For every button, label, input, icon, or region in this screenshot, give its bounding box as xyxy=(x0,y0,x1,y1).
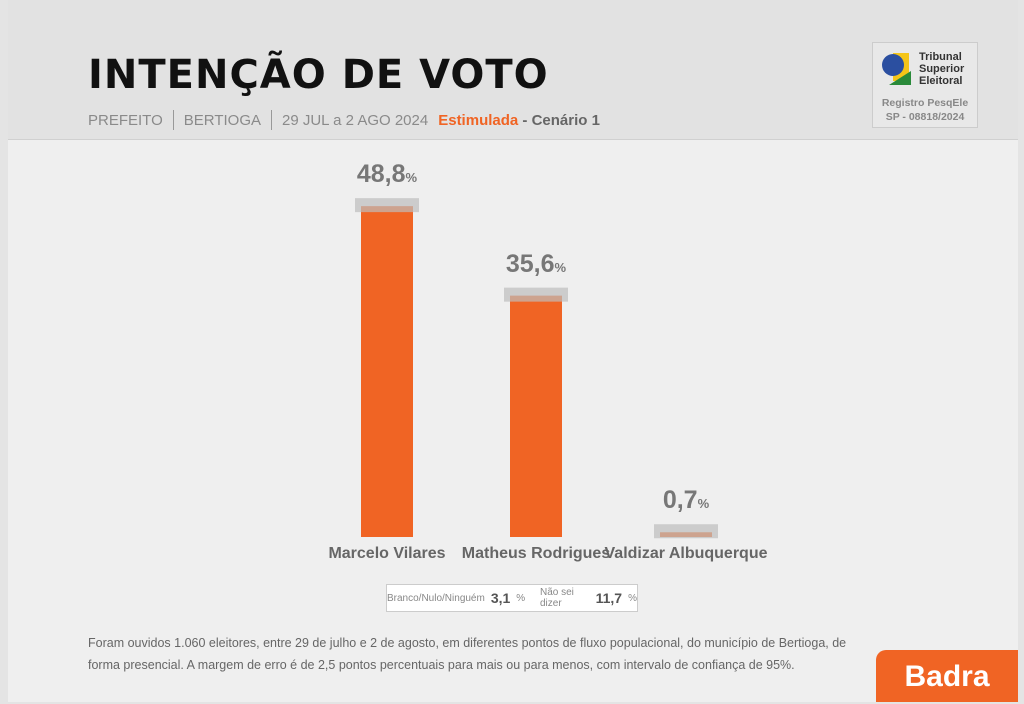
category-label: Valdizar Albuquerque xyxy=(604,545,768,562)
tse-registration: Tribunal Superior Eleitoral Registro PesqE… xyxy=(872,42,978,128)
city: BERTIOGA xyxy=(183,111,261,129)
page-title: INTENÇÃO DE VOTO xyxy=(88,52,549,98)
header: INTENÇÃO DE VOTO PREFEITO BERTIOGA 29 JU… xyxy=(8,0,1018,140)
brand-logo: Badra xyxy=(876,650,1018,702)
scenario: - Cenário 1 xyxy=(522,111,600,129)
others-box: Branco/Nulo/Ninguém 3,1% Não sei dizer 1… xyxy=(386,584,638,612)
bar xyxy=(510,295,562,537)
blank-value: 3,1 xyxy=(490,590,511,606)
bar-chart xyxy=(355,198,718,539)
tse-name: Eleitoral xyxy=(919,75,963,87)
office: PREFEITO xyxy=(88,111,163,129)
dates: 29 JUL a 2 AGO 2024 xyxy=(282,111,429,129)
unit: % xyxy=(628,592,637,604)
registro-number: SP - 08818/2024 xyxy=(885,111,965,123)
tse-name: Tribunal xyxy=(919,51,962,63)
category-label: Matheus Rodrigues xyxy=(461,545,611,562)
unit: % xyxy=(516,592,526,604)
poll-type: Estimulada xyxy=(438,111,519,129)
tse-name: Superior xyxy=(919,63,965,75)
undecided-label: Não sei dizer xyxy=(539,587,574,609)
divider xyxy=(172,110,174,130)
methodology-note: Foram ouvidos 1.060 eleitores, entre 29 … xyxy=(88,636,847,672)
blank-label: Branco/Nulo/Ninguém xyxy=(387,592,485,604)
bar xyxy=(361,206,413,538)
data-label: 0,7% xyxy=(662,486,710,515)
bar-cap xyxy=(355,198,419,213)
bar-cap xyxy=(504,287,568,302)
divider xyxy=(271,110,272,130)
data-label: 35,6% xyxy=(505,249,567,278)
subtitle: PREFEITO BERTIOGA 29 JUL a 2 AGO 2024 Es… xyxy=(88,110,600,130)
category-label: Marcelo Vilares xyxy=(328,545,446,562)
poll-card: INTENÇÃO DE VOTO PREFEITO BERTIOGA 29 JU… xyxy=(8,0,1018,702)
data-label: 48,8% xyxy=(356,160,418,189)
undecided-value: 11,7 xyxy=(595,590,623,606)
bar-cap xyxy=(654,524,718,539)
registro-label: Registro PesqEle xyxy=(881,97,969,109)
tse-logo-icon xyxy=(882,53,911,85)
